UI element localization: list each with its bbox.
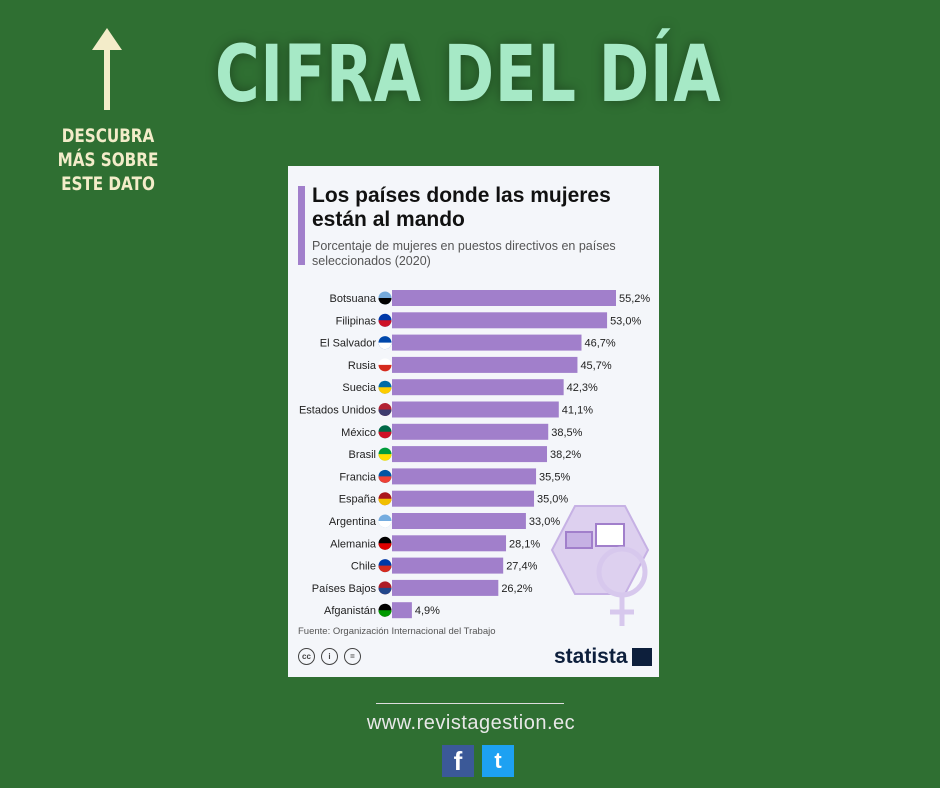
value-label: 35,0% [537, 494, 568, 506]
bar [392, 423, 549, 440]
bar [392, 513, 526, 529]
bar [392, 356, 578, 373]
category-label: México [341, 427, 376, 439]
value-label: 27,4% [506, 561, 537, 573]
flag-icon-half [378, 342, 392, 350]
category-label: Países Bajos [312, 583, 377, 595]
value-label: 45,7% [580, 360, 611, 372]
category-label: Brasil [348, 449, 376, 461]
women-briefcase-icon [550, 505, 650, 626]
category-label: Argentina [329, 516, 377, 528]
flag-icon-half [378, 498, 392, 506]
category-label: Estados Unidos [299, 405, 377, 417]
flag-icon-half [378, 387, 392, 394]
category-label: Rusia [348, 360, 377, 372]
value-label: 28,1% [509, 538, 540, 550]
value-label: 38,2% [550, 449, 581, 461]
bar [392, 446, 548, 463]
side-note: DESCUBRA MÁS SOBRE ESTE DATO [57, 125, 159, 195]
value-label: 4,9% [415, 605, 440, 617]
value-label: 35,5% [539, 471, 570, 483]
cc-icon[interactable]: cc [298, 648, 315, 665]
category-label: Filipinas [336, 315, 377, 327]
category-label: Alemania [330, 538, 377, 550]
chart-title: Los países donde las mujeres están al ma… [312, 184, 611, 231]
category-label: Botsuana [330, 293, 377, 305]
flag-icon-half [378, 320, 392, 327]
bar [392, 379, 564, 396]
flag-icon-half [378, 610, 392, 617]
twitter-glyph: t [494, 748, 502, 773]
value-label: 53,0% [610, 315, 641, 327]
value-label: 26,2% [501, 583, 532, 595]
flag-icon-half [378, 587, 392, 595]
bar [392, 401, 559, 418]
facebook-icon[interactable]: f [442, 745, 474, 777]
bar [392, 290, 616, 306]
flag-icon-half [378, 476, 392, 483]
bar [392, 312, 608, 329]
flag-icon-half [378, 409, 392, 416]
attribution-icon[interactable]: i [321, 648, 338, 665]
brand-name: statista [554, 645, 628, 668]
statista-logo-mark [631, 648, 652, 666]
twitter-icon[interactable]: t [482, 745, 514, 777]
value-label: 38,5% [551, 427, 582, 439]
bar [392, 468, 537, 485]
value-label: 41,1% [562, 405, 593, 417]
value-label: 46,7% [585, 338, 616, 350]
no-derivatives-icon[interactable]: = [344, 648, 361, 665]
bar [392, 334, 582, 351]
source-note: Fuente: Organización Internacional del T… [298, 626, 496, 637]
category-label: Afganistán [324, 605, 376, 617]
value-label: 33,0% [529, 516, 560, 528]
divider [376, 703, 564, 704]
title-accent [298, 186, 305, 265]
license-icons: cc i = [298, 648, 361, 665]
flag-icon-half [378, 364, 392, 372]
website-link[interactable]: www.revistagestion.ec [366, 712, 576, 734]
category-label: Suecia [342, 382, 377, 394]
flag-icon-half [378, 521, 392, 528]
category-label: El Salvador [320, 338, 377, 350]
infographic-card: Los países donde las mujeres están al ma… [288, 166, 659, 677]
bar [392, 490, 535, 507]
value-label: 55,2% [619, 293, 650, 305]
flag-icon-half [378, 565, 392, 573]
value-label: 42,3% [567, 382, 598, 394]
chart-subtitle: Porcentaje de mujeres en puestos directi… [312, 239, 616, 268]
facebook-glyph: f [453, 746, 463, 776]
category-label: Chile [351, 561, 376, 573]
bar [392, 579, 499, 596]
flag-icon-half [378, 431, 392, 439]
flag-icon-half [378, 298, 392, 305]
category-label: Francia [339, 471, 377, 483]
bar-chart: Botsuana 55,2% Filipinas 53,0% El Salvador 46… [299, 290, 650, 619]
flag-icon-half [378, 454, 392, 461]
headline: CIFRA DEL DÍA [215, 30, 722, 120]
bar [392, 535, 507, 552]
flag-icon-half [378, 543, 392, 550]
category-label: España [339, 494, 377, 506]
bar [392, 602, 412, 619]
bar [392, 557, 504, 574]
statista-logo[interactable]: statista [554, 645, 652, 669]
arrow-up-icon [92, 28, 122, 110]
